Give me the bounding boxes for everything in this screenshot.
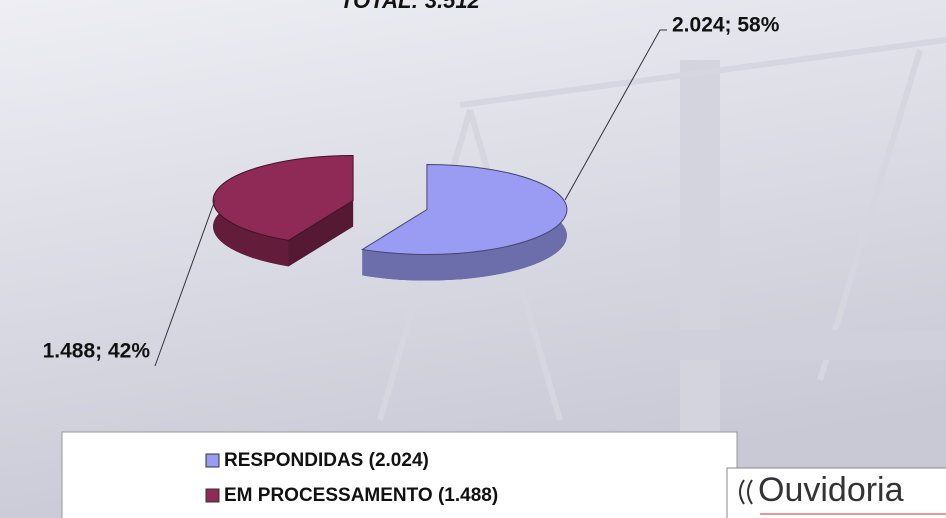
logo-text: Ouvidoria	[758, 471, 904, 509]
slide: TOTAL: 3.512 2.024; 58% 1.488; 42% RESPON…	[0, 0, 946, 518]
legend-swatch	[206, 489, 219, 502]
legend-swatch	[206, 454, 219, 467]
data-label: 1.488; 42%	[43, 340, 151, 363]
legend-label: RESPONDIDAS (2.024)	[224, 450, 429, 471]
logo: Ouvidoria	[727, 468, 946, 518]
data-label: 2.024; 58%	[672, 14, 780, 37]
page: {"chart_data": {"type": "pie", "title": …	[0, 0, 946, 518]
chart-title: TOTAL: 3.512	[340, 0, 481, 13]
legend-label: EM PROCESSAMENTO (1.488)	[224, 485, 498, 506]
